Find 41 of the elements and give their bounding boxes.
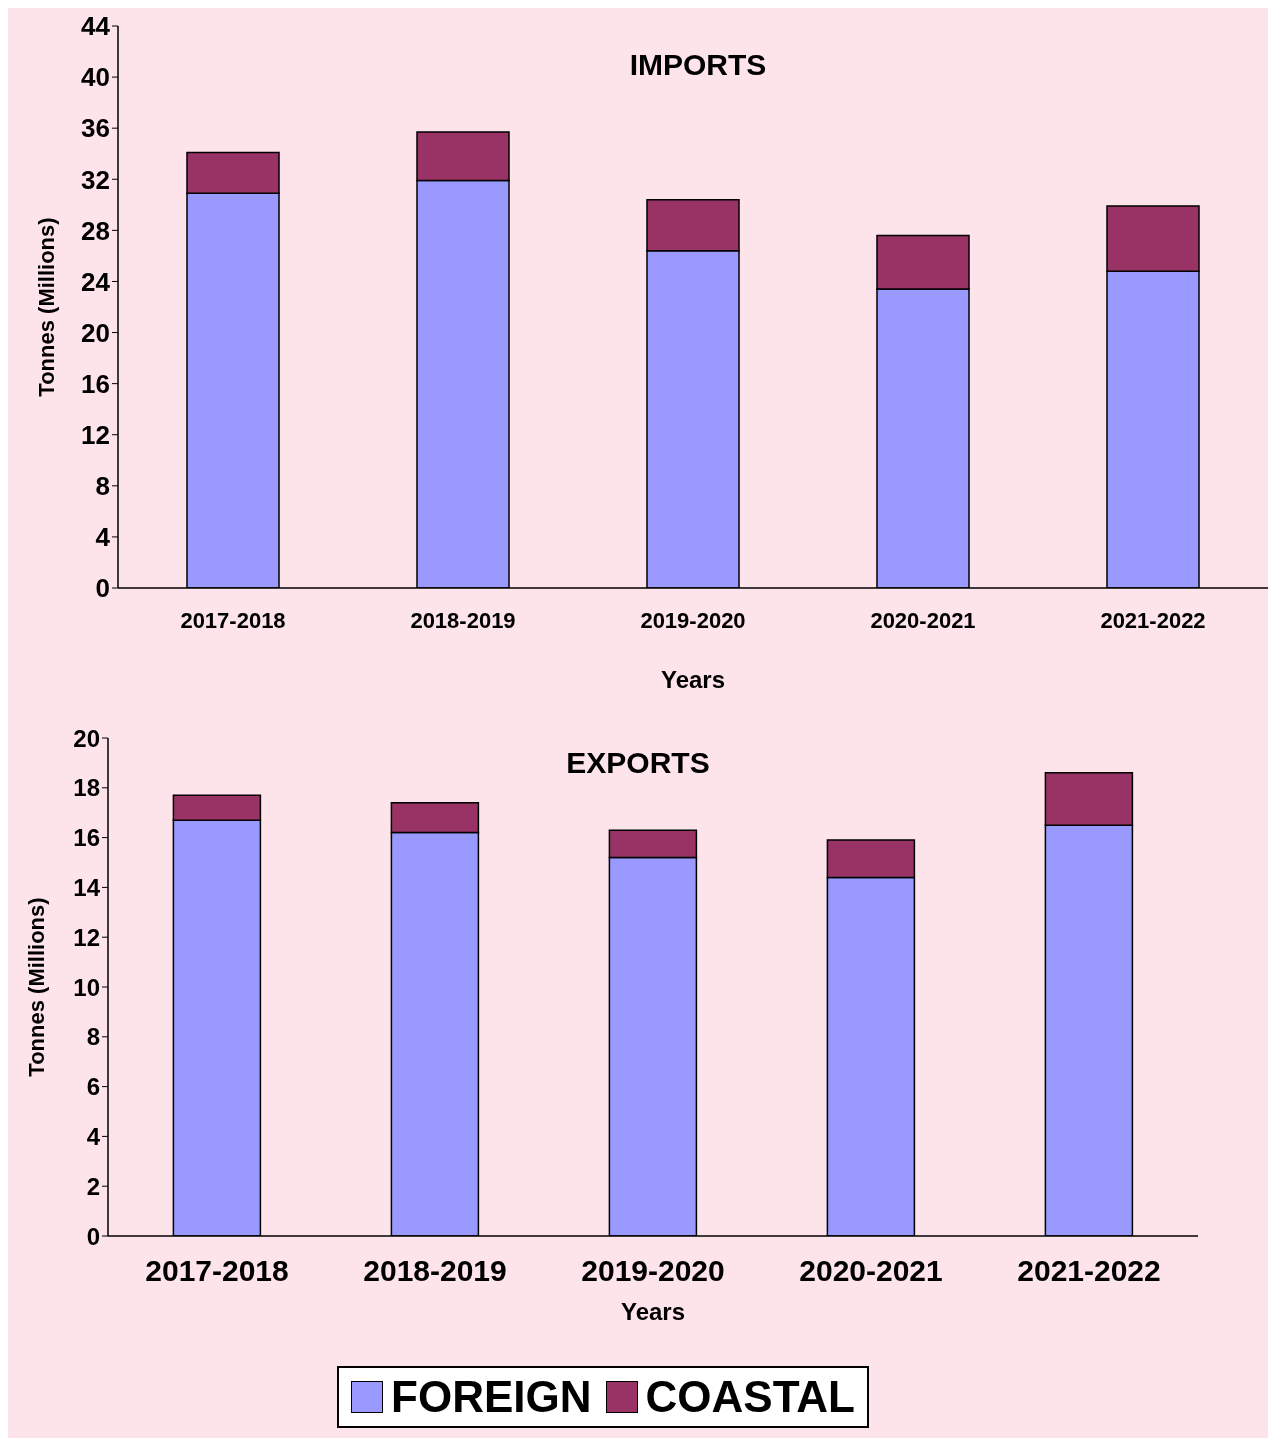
x-tick-label: 2017-2018 xyxy=(145,1254,289,1288)
y-tick-label: 20 xyxy=(73,724,100,752)
y-tick-label: 8 xyxy=(86,1023,100,1051)
y-tick-label: 10 xyxy=(73,973,100,1001)
y-tick-label: 44 xyxy=(81,11,111,42)
y-tick-label: 32 xyxy=(81,164,110,195)
y-tick-label: 4 xyxy=(95,522,111,553)
x-tick-label: 2019-2020 xyxy=(640,607,746,633)
y-tick-label: 6 xyxy=(86,1073,100,1101)
y-tick-label: 40 xyxy=(81,62,110,93)
y-tick-label: 8 xyxy=(95,471,110,502)
x-tick-label: 2021-2022 xyxy=(1100,607,1206,633)
y-tick-label: 24 xyxy=(81,266,111,297)
y-tick-label: 20 xyxy=(81,317,110,348)
x-tick-label: 2017-2018 xyxy=(180,607,286,633)
y-tick-label: 2 xyxy=(86,1172,100,1200)
y-tick-label: 14 xyxy=(73,873,101,901)
x-tick-label: 2018-2019 xyxy=(410,607,516,633)
y-axis-title: Tonnes (Millions) xyxy=(33,217,59,397)
x-axis-title: Years xyxy=(660,666,726,693)
y-tick-label: 0 xyxy=(86,1222,100,1250)
x-tick-label: 2020-2021 xyxy=(799,1254,943,1288)
chart-title: EXPORTS xyxy=(566,746,710,779)
y-tick-label: 4 xyxy=(86,1122,101,1150)
x-tick-label: 2020-2021 xyxy=(870,607,976,633)
legend-label: FOREIGN xyxy=(390,1372,592,1422)
y-axis-title: Tonnes (Millions) xyxy=(23,897,49,1077)
y-tick-label: 12 xyxy=(73,923,100,951)
y-tick-label: 28 xyxy=(81,215,110,246)
x-tick-label: 2021-2022 xyxy=(1017,1254,1161,1288)
y-tick-label: 12 xyxy=(81,419,110,450)
legend-label: COASTAL xyxy=(644,1372,855,1422)
x-tick-label: 2019-2020 xyxy=(581,1254,725,1288)
text: IMPORTS xyxy=(629,48,767,81)
y-tick-label: 36 xyxy=(81,113,110,144)
y-tick-label: 16 xyxy=(73,824,100,852)
y-tick-label: 18 xyxy=(73,774,100,802)
x-axis-title: Years xyxy=(620,1298,686,1325)
y-tick-label: 0 xyxy=(95,573,110,604)
x-tick-label: 2018-2019 xyxy=(363,1254,507,1288)
y-tick-label: 16 xyxy=(81,368,110,399)
